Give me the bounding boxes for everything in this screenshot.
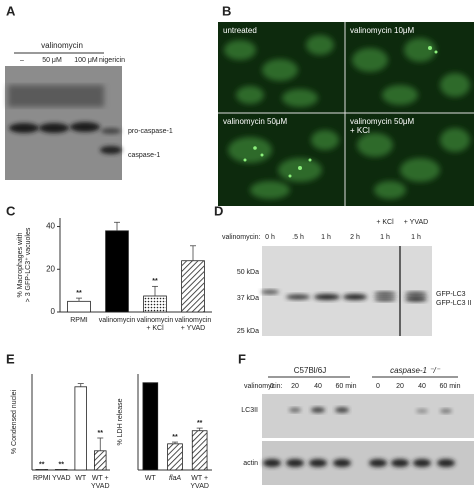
row-label: actin xyxy=(243,460,258,467)
panel-label: B xyxy=(222,3,231,18)
bar xyxy=(191,430,208,471)
y-tick-label: 20 xyxy=(46,264,55,273)
time-label: 60 min xyxy=(335,383,356,390)
x-tick-label: WT + YVAD xyxy=(190,475,209,490)
significance-marker: ** xyxy=(197,420,203,427)
time-label: 40 xyxy=(418,383,426,390)
y-tick-label: 0 xyxy=(51,307,56,316)
bar xyxy=(94,450,107,471)
blot xyxy=(5,66,122,180)
addition-label: + YVAD xyxy=(404,219,428,226)
x-tick-label: valinomycin + KCl xyxy=(137,317,174,332)
y-axis-label: % LDH release xyxy=(117,398,124,445)
row-label: LC3II xyxy=(241,407,258,414)
band-label: GFP-LC3 II xyxy=(436,300,471,307)
lane-label: 1 h xyxy=(380,234,390,241)
lane-label: – xyxy=(20,57,24,64)
x-tick-label: RPMI xyxy=(70,317,88,324)
time-label: 0 xyxy=(376,383,380,390)
band-label: GFP-LC3 xyxy=(436,291,466,298)
bar xyxy=(142,382,159,471)
bar xyxy=(143,295,167,313)
bar xyxy=(181,260,205,313)
x-tick-label: flaA xyxy=(169,475,181,482)
y-tick-label: 40 xyxy=(46,222,55,231)
bar xyxy=(67,300,91,313)
strain-label: C57Bl/6J xyxy=(294,366,326,375)
addition-label: + KCl xyxy=(376,219,394,226)
treatment-label: valinomycin: xyxy=(222,234,261,241)
image-label: valinomycin 50μM + KCl xyxy=(350,117,415,135)
significance-marker: ** xyxy=(152,278,158,285)
x-tick-label: WT + YVAD xyxy=(91,475,110,490)
significance-marker: ** xyxy=(76,290,82,297)
lane-label: 0 h xyxy=(265,234,275,241)
significance-marker: ** xyxy=(172,434,178,441)
image-label: valinomycin 50μM xyxy=(223,117,288,126)
panel-label: E xyxy=(6,351,15,366)
size-marker: 37 kDa xyxy=(237,295,259,302)
lane-label: 1 h xyxy=(411,234,421,241)
band-label: caspase-1 xyxy=(128,152,160,159)
lane-label: 50 μM xyxy=(42,57,62,64)
micrographs xyxy=(218,22,474,206)
significance-marker: ** xyxy=(39,461,45,468)
time-label: 0 xyxy=(270,383,274,390)
time-label: 60 min xyxy=(439,383,460,390)
panel-label: C xyxy=(6,203,16,218)
x-tick-label: WT xyxy=(145,475,157,482)
image-label: valinomycin 10μM xyxy=(350,26,415,35)
significance-marker: ** xyxy=(98,430,104,437)
panel-label: D xyxy=(214,203,223,218)
x-tick-label: WT xyxy=(75,475,87,482)
x-tick-label: valinomycin xyxy=(99,317,136,324)
bar xyxy=(105,230,129,313)
image-label: untreated xyxy=(223,26,257,35)
lane-label: nigericin xyxy=(99,57,125,64)
lane-label: .5 h xyxy=(292,234,304,241)
band-label: pro-caspase-1 xyxy=(128,128,173,135)
time-label: 20 xyxy=(291,383,299,390)
strain-label: caspase-1 ⁻/⁻ xyxy=(390,366,441,375)
panel-label: A xyxy=(6,3,16,18)
y-axis-label: % Macrophages with> 3 GFP-LC3⁺ vacuoles xyxy=(17,227,32,302)
panel-label: F xyxy=(238,351,246,366)
time-label: 40 xyxy=(314,383,322,390)
lane-label: 1 h xyxy=(321,234,331,241)
x-tick-label: valinomycin + YVAD xyxy=(175,317,212,332)
lane-label: 100 μM xyxy=(74,57,98,64)
bar xyxy=(167,443,183,471)
size-marker: 25 kDa xyxy=(237,328,259,335)
blot xyxy=(261,246,432,336)
bar xyxy=(74,386,88,471)
lane-label: 2 h xyxy=(350,234,360,241)
treatment-label: valinomycin: xyxy=(244,383,283,390)
blot xyxy=(262,394,474,485)
size-marker: 50 kDa xyxy=(237,269,259,276)
y-axis-label: % Condensed nuclei xyxy=(11,389,18,454)
time-label: 20 xyxy=(396,383,404,390)
treatment-label: valinomycin xyxy=(41,41,83,50)
x-tick-label: YVAD xyxy=(52,475,71,482)
significance-marker: ** xyxy=(59,461,65,468)
x-tick-label: RPMI xyxy=(33,475,51,482)
